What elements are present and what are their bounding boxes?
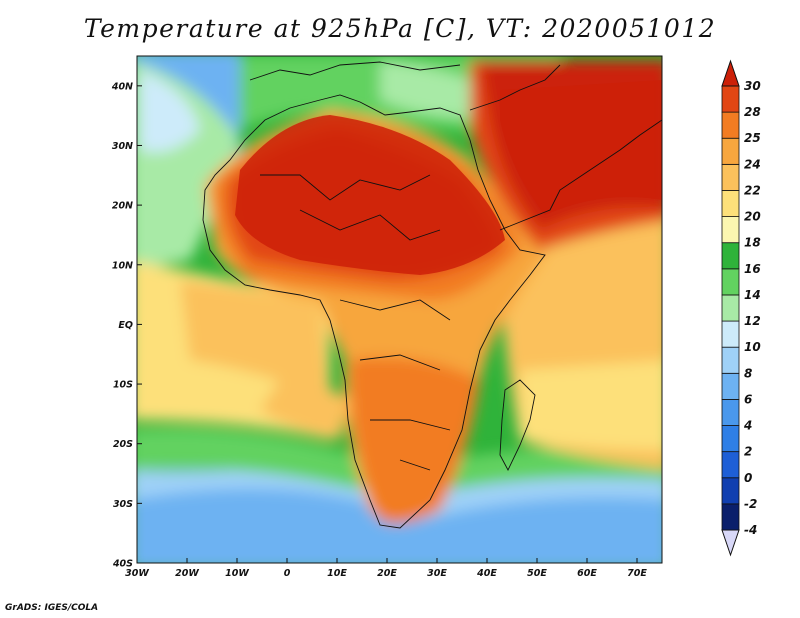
colorbar-swatch [721, 399, 740, 426]
temperature-field [137, 56, 662, 563]
colorbar-label: 10 [744, 340, 761, 354]
colorbar-swatch [721, 163, 740, 191]
x-tick-label: 40E [476, 568, 497, 579]
colorbar-swatch [721, 190, 740, 217]
colorbar-swatch [721, 346, 740, 374]
grads-credit: GrADS: IGES/COLA [5, 603, 99, 613]
y-tick-label: 10N [112, 260, 133, 271]
colorbar-swatch [721, 503, 740, 531]
colorbar-label: 18 [744, 236, 761, 250]
plot-frame [136, 55, 663, 564]
colorbar-swatch [721, 137, 740, 165]
colorbar-label: 0 [744, 471, 752, 485]
x-axis: 30W 20W 10W 0 10E 20E 30E 40E 50E 60E 70E [125, 558, 647, 579]
x-tick-label: 60E [577, 568, 597, 579]
y-tick-label: 40S [112, 559, 133, 570]
colorbar-swatch [721, 477, 740, 505]
x-tick-label: 10E [327, 568, 347, 579]
colorbar-swatch [721, 294, 740, 322]
x-tick-label: 20W [175, 568, 199, 579]
colorbar-label: 30 [744, 79, 761, 93]
y-tick-label: 30S [113, 499, 133, 510]
colorbar-label: 16 [744, 262, 761, 276]
colorbar-label: 24 [744, 157, 761, 171]
colorbar-swatch [721, 268, 740, 296]
y-tick-label: 10S [113, 380, 133, 391]
y-tick-label: 40N [111, 81, 133, 92]
colorbar-label: -4 [744, 523, 757, 537]
colorbar-over-triangle [721, 59, 740, 87]
colorbar-label: 20 [744, 210, 761, 224]
colorbar-label: 25 [744, 131, 761, 145]
x-tick-label: 20E [377, 568, 397, 579]
y-tick-label: EQ [118, 320, 133, 331]
y-tick-label: 30N [112, 141, 133, 152]
colorbar-label: 14 [744, 288, 761, 302]
colorbar-swatch [721, 425, 740, 453]
colorbar-label: 2 [744, 445, 752, 459]
colorbar-swatch [721, 85, 740, 113]
colorbar-label: 12 [744, 314, 761, 328]
colorbar-label: 22 [744, 183, 761, 197]
colorbar-swatch [721, 242, 740, 270]
colorbar-swatch [721, 372, 740, 400]
y-tick-label: 20N [112, 201, 133, 212]
colorbar-swatch [721, 216, 740, 244]
colorbar-label: 8 [744, 366, 752, 380]
x-tick-label: 30E [427, 568, 447, 579]
chart-title: Temperature at 925hPa [C], VT: 202005101… [83, 14, 717, 43]
colorbar-label: 4 [743, 419, 752, 433]
y-tick-label: 20S [113, 439, 133, 450]
x-tick-label: 50E [527, 568, 547, 579]
colorbar-swatch [721, 111, 740, 139]
x-tick-label: 30W [125, 568, 149, 579]
y-axis: 40S 30S 20S 10S EQ 10N 20N 30N 40N [111, 81, 142, 570]
coastlines [202, 61, 662, 529]
x-tick-label: 0 [284, 568, 291, 579]
x-tick-label: 10W [225, 568, 249, 579]
colorbar-swatch [721, 451, 740, 479]
colorbar-swatch [721, 320, 740, 348]
colorbar-label: -2 [744, 497, 757, 511]
colorbar-label: 28 [744, 105, 761, 119]
colorbar-under-triangle [721, 529, 740, 557]
x-tick-label: 70E [627, 568, 647, 579]
colorbar-label: 6 [744, 392, 752, 406]
